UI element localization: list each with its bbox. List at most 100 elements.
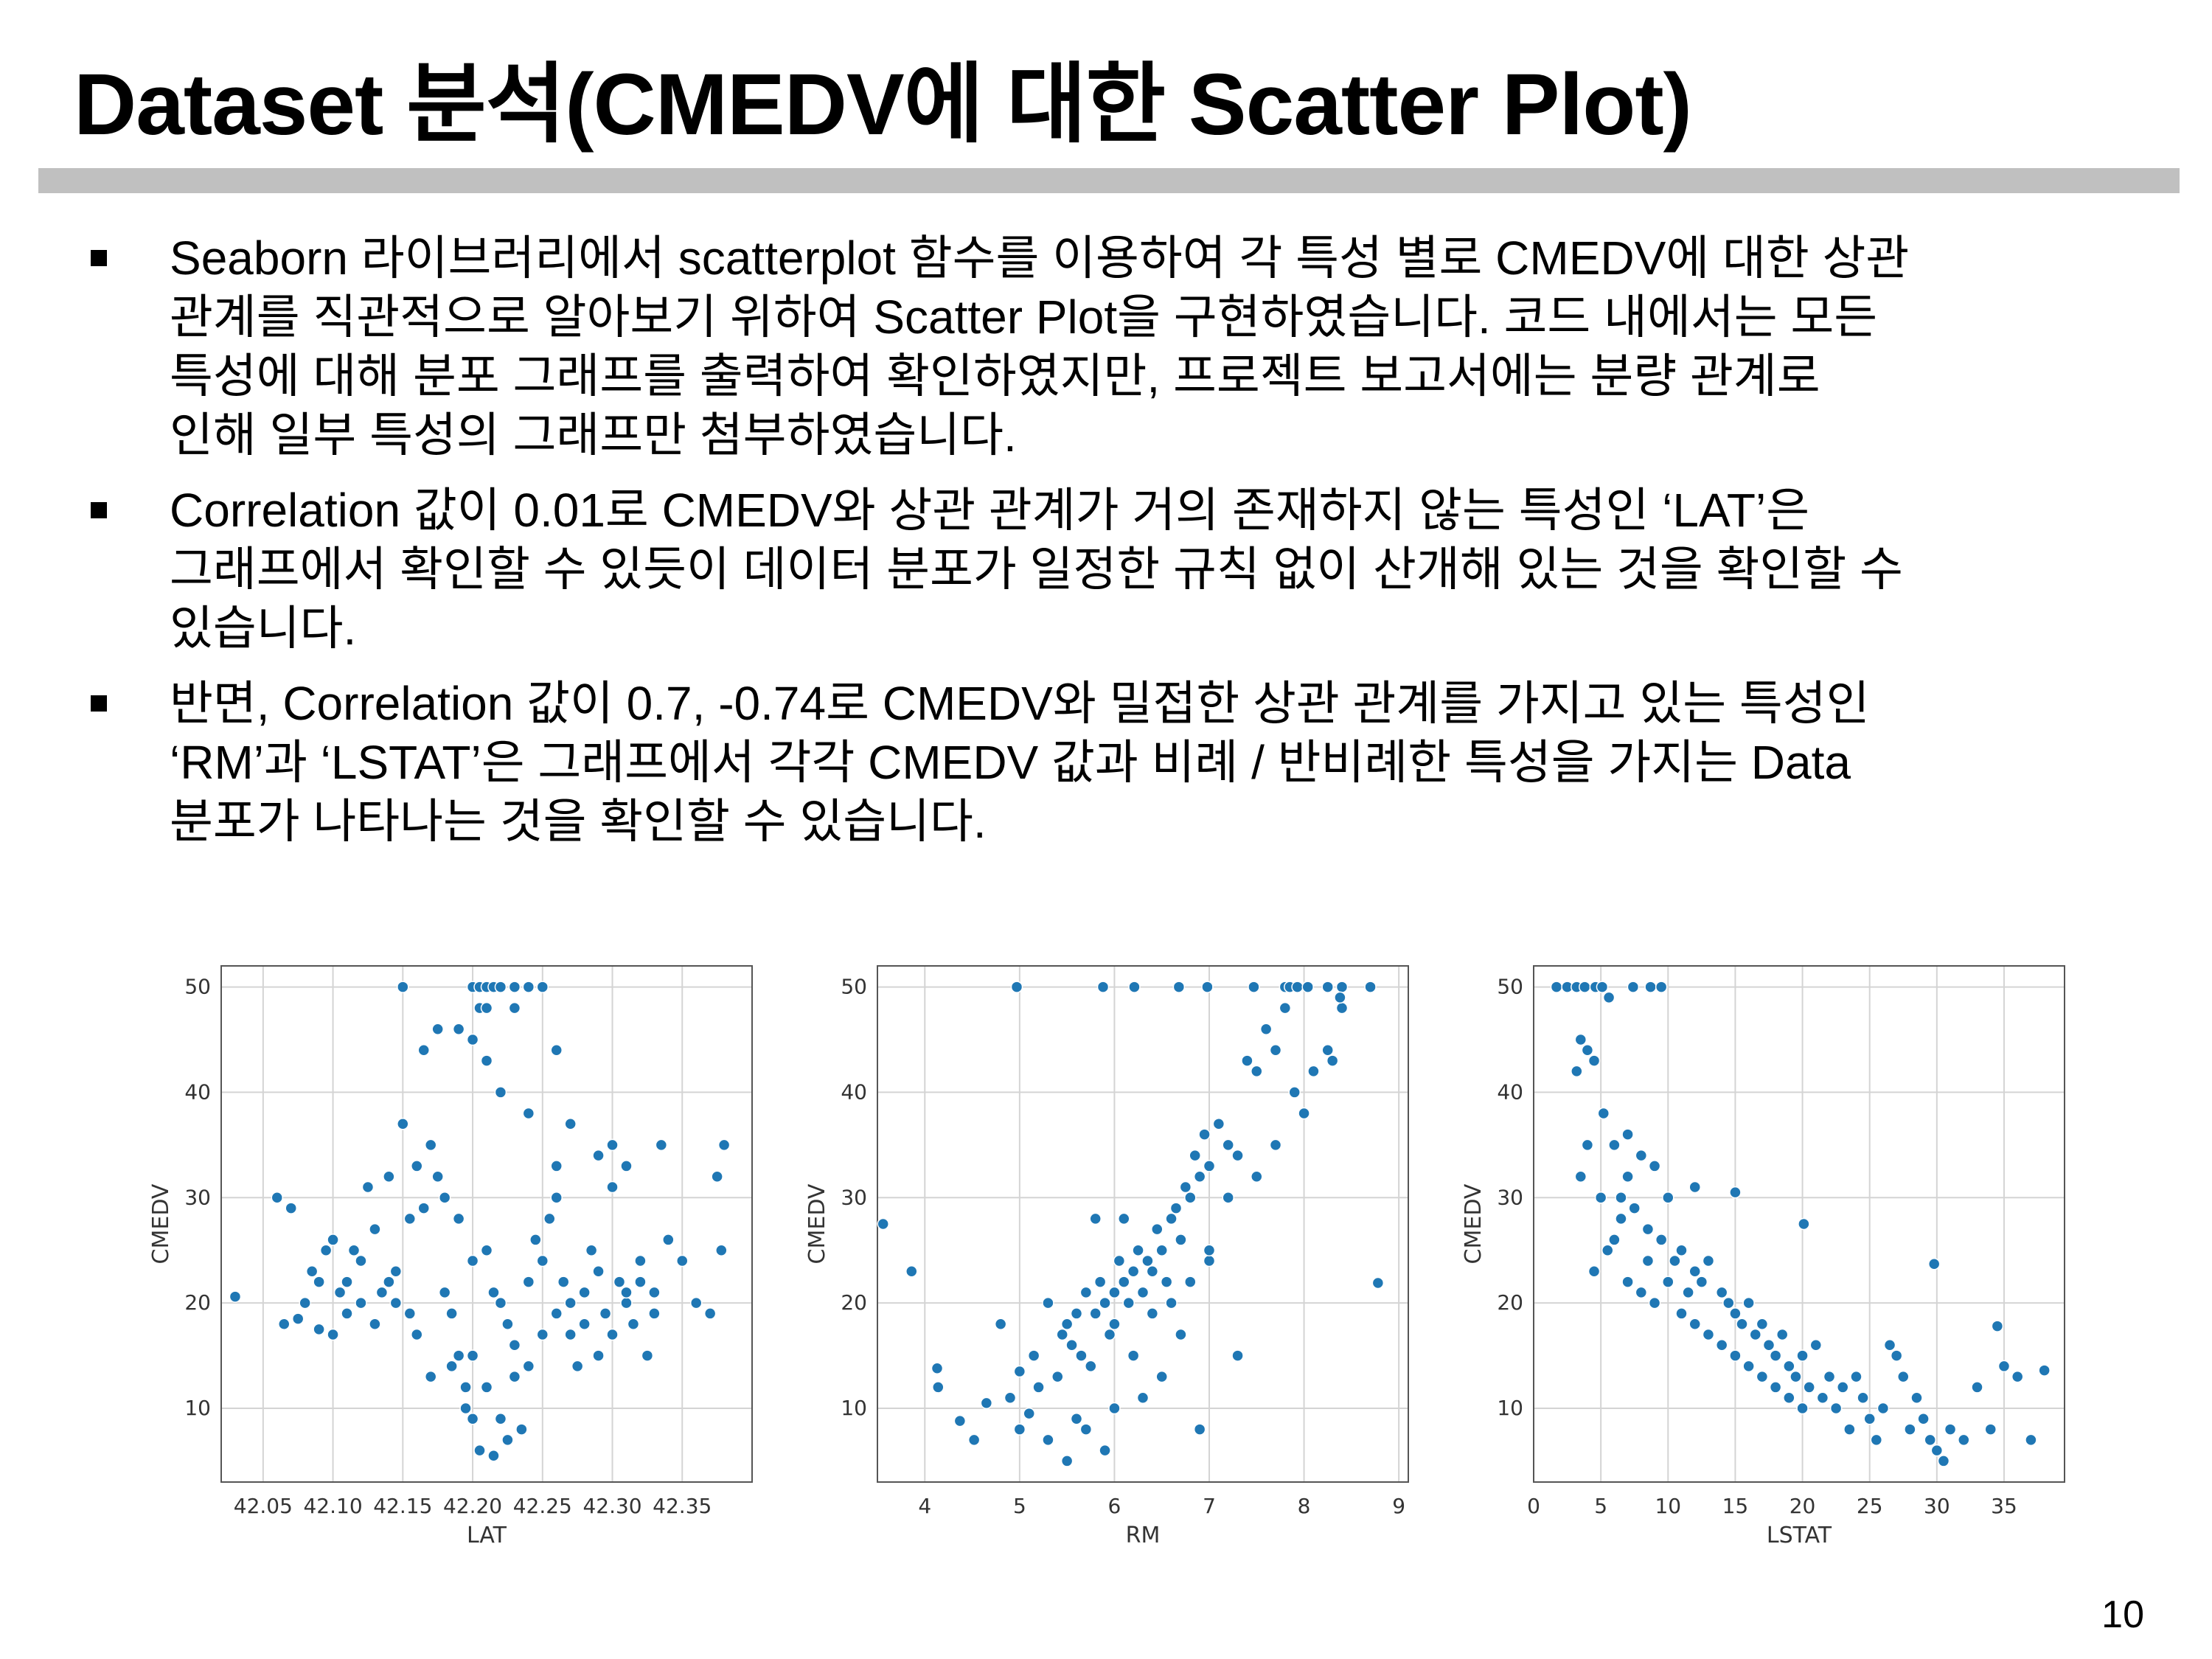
scatter-point (1790, 1370, 1802, 1383)
scatter-point (452, 1023, 465, 1035)
scatter-point (1155, 1244, 1168, 1256)
scatter-point (1248, 981, 1260, 993)
scatter-point (487, 1286, 500, 1299)
scatter-point (1823, 1370, 1836, 1383)
bullet-line: 그래프에서 확인할 수 있듯이 데이터 분포가 일정한 규칙 없이 산개해 있는… (170, 543, 1903, 596)
scatter-point (1910, 1391, 1923, 1404)
scatter-point (459, 1381, 472, 1394)
scatter-point (1136, 1286, 1150, 1299)
y-tick-label: 20 (1497, 1290, 1523, 1315)
scatter-point (655, 1138, 668, 1152)
scatter-point (1079, 1286, 1093, 1299)
y-tick-label: 40 (841, 1079, 867, 1104)
scatter-point (1574, 1170, 1587, 1183)
scatter-point (980, 1397, 993, 1410)
scatter-point (1729, 1349, 1742, 1362)
x-tick-label: 35 (1991, 1494, 2017, 1518)
scatter-point (1056, 1328, 1068, 1341)
scatter-point (1307, 1065, 1320, 1078)
scatter-point (1702, 1328, 1715, 1341)
scatter-point (1621, 1170, 1634, 1183)
scatter-point (1655, 981, 1668, 993)
scatter-point (1581, 1044, 1594, 1057)
scatter-point (1924, 1433, 1936, 1447)
bullet-item: Correlation 값이 0.01로 CMEDV와 상관 관계가 거의 존재… (85, 481, 2164, 658)
scatter-point (994, 1318, 1007, 1330)
scatter-point (355, 1296, 367, 1310)
scatter-point (1803, 1381, 1815, 1394)
scatter-point (1669, 1254, 1681, 1267)
scatter-point (1127, 1349, 1140, 1362)
y-tick-label: 20 (841, 1290, 867, 1315)
scatter-point (967, 1433, 981, 1447)
scatter-point (2025, 1433, 2037, 1447)
scatter-point (1736, 1318, 1748, 1330)
scatter-point (1103, 1328, 1116, 1341)
scatter-point (1796, 1402, 1809, 1415)
scatter-point (1127, 1265, 1140, 1278)
scatter-point (1013, 1365, 1026, 1378)
scatter-point (1184, 1192, 1197, 1204)
scatter-point (438, 1192, 451, 1204)
scatter-point (1269, 1138, 1282, 1152)
scatter-point (1146, 1265, 1159, 1278)
scatter-point (1122, 1296, 1135, 1310)
scatter-point (1251, 1065, 1263, 1078)
x-tick-label: 4 (918, 1494, 931, 1518)
scatter-point (1571, 1065, 1583, 1078)
scatter-point (1682, 1286, 1694, 1299)
y-tick-label: 10 (841, 1396, 867, 1420)
scatter-point (1241, 1054, 1253, 1067)
scatter-point (1169, 1202, 1183, 1214)
scatter-point (1222, 1192, 1234, 1204)
scatter-point (466, 1349, 479, 1362)
scatter-point (1231, 1349, 1244, 1362)
scatter-point (487, 1450, 500, 1462)
scatter-point (931, 1362, 944, 1374)
scatter-point (327, 1234, 339, 1246)
scatter-point (431, 1023, 444, 1035)
x-tick-label: 30 (1924, 1494, 1950, 1518)
scatter-point (1189, 1149, 1201, 1162)
scatter-point (313, 1276, 325, 1288)
y-tick-label: 50 (841, 975, 867, 999)
scatter-point (1128, 981, 1141, 993)
scatter-point (1756, 1370, 1769, 1383)
scatter-point (1897, 1370, 1910, 1383)
scatter-point (1184, 1276, 1197, 1288)
scatter-point (1334, 991, 1346, 1004)
scatter-point (1742, 1360, 1755, 1373)
scatter-point (1070, 1307, 1083, 1320)
scatter-point (1574, 1033, 1587, 1046)
scatter-point (1997, 1360, 2011, 1373)
x-tick-label: 25 (1857, 1494, 1883, 1518)
scatter-point (1298, 1107, 1310, 1120)
scatter-point (1621, 1128, 1634, 1141)
scatter-point (1550, 981, 1563, 993)
scatter-point (606, 1328, 619, 1341)
scatter-point (1729, 1186, 1742, 1199)
scatter-plots: 42.05 42.10 42.15 42.20 42.25 42.30 42.35 10 20 3… (147, 959, 2168, 1578)
scatter-point (953, 1414, 967, 1427)
scatter-point (1203, 1160, 1216, 1172)
scatter-point (1335, 981, 1349, 993)
scatter-point (452, 1349, 465, 1362)
scatter-point (1251, 1170, 1263, 1183)
scatter-point (522, 1276, 535, 1288)
scatter-point (1203, 1244, 1216, 1256)
scatter-point (1729, 1307, 1742, 1320)
bullet-line: 관계를 직관적으로 알아보기 위하여 Scatter Plot을 구현하였습니다… (170, 291, 1878, 344)
scatter-point (1635, 1286, 1648, 1299)
scatter-point (1816, 1391, 1829, 1404)
scatter-point (1321, 1044, 1334, 1057)
scatter-point (494, 1296, 507, 1310)
scatter-point (620, 1160, 633, 1172)
scatter-point (1108, 1402, 1121, 1415)
scatter-point (689, 1296, 703, 1310)
scatter-point (578, 1286, 591, 1299)
scatter-point (1042, 1433, 1054, 1447)
scatter-point (1269, 1044, 1282, 1057)
scatter-point (1099, 1296, 1111, 1310)
scatter-point (1749, 1328, 1762, 1341)
scatter-point (1695, 1276, 1708, 1288)
